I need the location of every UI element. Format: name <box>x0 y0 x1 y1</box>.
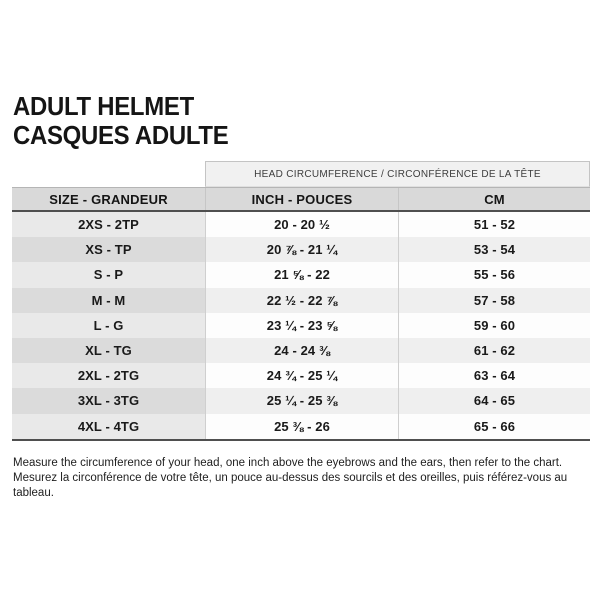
cell-size: XS - TP <box>12 237 205 263</box>
cell-inch: 20 ⅞ - 21 ¼ <box>205 237 398 263</box>
page-title-en: ADULT HELMET <box>13 91 194 121</box>
table-header-row: SIZE - GRANDEUR INCH - POUCES CM <box>12 187 590 212</box>
cell-cm: 55 - 56 <box>398 262 590 288</box>
cell-inch: 25 ⅜ - 26 <box>205 413 398 439</box>
cell-size: S - P <box>12 262 205 288</box>
table-row: XS - TP 20 ⅞ - 21 ¼ 53 - 54 <box>12 237 590 263</box>
column-header-size: SIZE - GRANDEUR <box>49 191 168 207</box>
column-header-inch: INCH - POUCES <box>205 188 398 210</box>
cell-size: XL - TG <box>12 337 205 364</box>
head-circumference-banner: HEAD CIRCUMFERENCE / CIRCONFÉRENCE DE LA… <box>205 161 590 187</box>
cell-size: 2XL - 2TG <box>12 363 205 389</box>
cell-cm: 51 - 52 <box>398 212 590 238</box>
cell-size: M - M <box>12 287 205 313</box>
footer-note-en: Measure the circumference of your head, … <box>13 457 563 469</box>
banner-row: HEAD CIRCUMFERENCE / CIRCONFÉRENCE DE LA… <box>12 161 590 187</box>
cell-cm: 61 - 62 <box>398 337 590 364</box>
cell-inch: 22 ½ - 22 ⅞ <box>205 287 398 313</box>
cell-inch: 20 - 20 ½ <box>205 212 398 238</box>
cell-size: 2XS - 2TP <box>12 212 205 238</box>
cell-inch: 24 ¾ - 25 ¼ <box>205 363 398 389</box>
table-row: S - P 21 ⅝ - 22 55 - 56 <box>12 262 590 288</box>
cell-inch: 23 ¼ - 23 ⅝ <box>205 312 398 338</box>
cell-cm: 63 - 64 <box>398 363 590 389</box>
cell-size: L - G <box>12 312 205 338</box>
table-row: 2XL - 2TG 24 ¾ - 25 ¼ 63 - 64 <box>12 363 590 389</box>
cell-cm: 65 - 66 <box>398 413 590 439</box>
footer-note-fr: Mesurez la circonférence de votre tête, … <box>13 472 568 499</box>
cell-size: 3XL - 3TG <box>12 388 205 414</box>
cell-cm: 57 - 58 <box>398 287 590 313</box>
cell-size: 4XL - 4TG <box>12 413 205 439</box>
table-row: 4XL - 4TG 25 ⅜ - 26 65 - 66 <box>12 413 590 439</box>
table-row: 3XL - 3TG 25 ¼ - 25 ⅜ 64 - 65 <box>12 388 590 414</box>
cell-inch: 25 ¼ - 25 ⅜ <box>205 388 398 414</box>
table-row: XL - TG 24 - 24 ⅜ 61 - 62 <box>12 337 590 364</box>
banner-spacer <box>12 161 205 187</box>
cell-cm: 59 - 60 <box>398 312 590 338</box>
table-row: 2XS - 2TP 20 - 20 ½ 51 - 52 <box>12 212 590 238</box>
cell-cm: 64 - 65 <box>398 388 590 414</box>
table-row: M - M 22 ½ - 22 ⅞ 57 - 58 <box>12 287 590 313</box>
page-title: ADULT HELMET CASQUES ADULTE <box>13 91 229 150</box>
footer-note: Measure the circumference of your head, … <box>13 456 593 501</box>
column-header-cm: CM <box>398 188 590 210</box>
size-chart-table: HEAD CIRCUMFERENCE / CIRCONFÉRENCE DE LA… <box>12 161 590 441</box>
cell-cm: 53 - 54 <box>398 237 590 263</box>
cell-inch: 24 - 24 ⅜ <box>205 337 398 364</box>
table-body: 2XS - 2TP 20 - 20 ½ 51 - 52 XS - TP 20 ⅞ - 2… <box>12 212 590 441</box>
cell-inch: 21 ⅝ - 22 <box>205 262 398 288</box>
table-row: L - G 23 ¼ - 23 ⅝ 59 - 60 <box>12 312 590 338</box>
page-title-fr: CASQUES ADULTE <box>13 120 229 150</box>
